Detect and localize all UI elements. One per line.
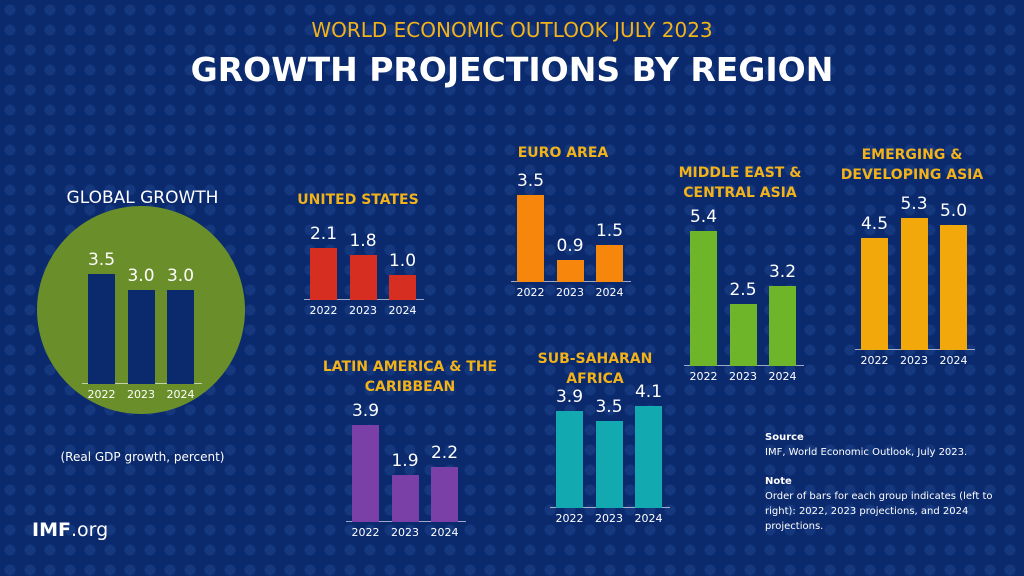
year-label: 2023 xyxy=(391,526,419,539)
year-label: 2022 xyxy=(555,512,584,525)
units-note: (Real GDP growth, percent) xyxy=(60,450,225,464)
value-label: 2.5 xyxy=(729,279,757,300)
value-label: 2.2 xyxy=(430,443,459,463)
source-text: IMF, World Economic Outlook, July 2023. xyxy=(765,447,968,458)
year-label: 2024 xyxy=(595,286,624,299)
bar-euro-2023 xyxy=(556,259,584,282)
year-label: 2023 xyxy=(595,512,623,525)
bar-ssa-2023 xyxy=(595,420,623,508)
source-label: Source xyxy=(765,432,804,443)
supertitle: WORLD ECONOMIC OUTLOOK JULY 2023 xyxy=(311,18,713,42)
bar-latam-2022 xyxy=(352,424,379,522)
imf-logo[interactable]: IMF.org xyxy=(32,519,109,541)
value-label: 4.1 xyxy=(634,381,663,402)
page-title: GROWTH PROJECTIONS BY REGION xyxy=(190,50,834,89)
bar-us-2024 xyxy=(389,275,416,300)
bar-global-2023 xyxy=(127,289,155,384)
value-label: 5.4 xyxy=(689,207,718,227)
us-chart: 2.1 2022 1.8 2023 1.0 2024 xyxy=(304,70,426,317)
bar-asia-2024 xyxy=(940,225,967,350)
year-label: 2023 xyxy=(556,286,584,299)
year-label: 2024 xyxy=(939,354,968,367)
bar-ssa-2024 xyxy=(635,405,662,508)
year-label: 2023 xyxy=(729,370,757,383)
value-label: 3.9 xyxy=(555,386,584,407)
ssa-title: SUB-SAHARAN AFRICA xyxy=(537,351,653,387)
bar-ssa-2022 xyxy=(556,410,583,508)
value-label: 1.9 xyxy=(391,450,419,471)
value-label: 3.5 xyxy=(516,170,545,191)
value-label: 5.3 xyxy=(900,193,928,214)
value-label: 3.5 xyxy=(595,396,623,417)
value-label: 3.5 xyxy=(87,250,116,271)
year-label: 2022 xyxy=(860,354,889,367)
asia-chart: 4.5 2022 5.3 2023 5.0 2024 xyxy=(855,120,977,367)
year-label: 2022 xyxy=(87,388,116,401)
year-label: 2023 xyxy=(127,388,155,401)
year-label: 2024 xyxy=(430,526,459,539)
year-label: 2022 xyxy=(689,370,718,383)
value-label: 0.9 xyxy=(556,235,584,256)
year-label: 2024 xyxy=(634,512,663,525)
bar-me-2022 xyxy=(690,231,717,366)
bar-us-2023 xyxy=(349,255,377,300)
global-title: GLOBAL GROWTH xyxy=(66,188,219,208)
value-label: 4.5 xyxy=(860,213,889,234)
value-label: 2.1 xyxy=(309,223,338,244)
note-text: Order of bars for each group indicates (… xyxy=(765,491,993,532)
year-label: 2022 xyxy=(351,526,380,539)
global-chart: 3.5 2022 3.0 2023 3.0 2024 xyxy=(82,154,204,401)
bar-asia-2023 xyxy=(900,217,928,350)
value-label: 3.2 xyxy=(768,262,797,282)
year-label: 2023 xyxy=(900,354,928,367)
year-label: 2023 xyxy=(349,304,377,317)
source-notes: Source IMF, World Economic Outlook, July… xyxy=(765,424,1005,534)
year-label: 2024 xyxy=(388,304,417,317)
bar-me-2023 xyxy=(729,303,757,366)
value-label: 1.8 xyxy=(349,231,377,251)
bar-us-2022 xyxy=(310,247,337,300)
bar-me-2024 xyxy=(769,286,796,366)
latam-title: LATIN AMERICA & THE CARIBBEAN xyxy=(322,359,498,395)
ssa-chart: 3.9 2022 3.5 2023 4.1 2024 xyxy=(550,278,672,525)
bar-global-2022 xyxy=(88,274,115,384)
note-label: Note xyxy=(765,476,792,487)
bar-asia-2022 xyxy=(861,237,888,350)
bar-euro-2024 xyxy=(596,244,623,282)
bar-latam-2023 xyxy=(391,474,419,522)
value-label: 3.0 xyxy=(127,265,155,286)
value-label: 1.0 xyxy=(388,251,417,271)
value-label: 3.0 xyxy=(166,265,195,286)
year-label: 2024 xyxy=(166,388,195,401)
me-title: MIDDLE EAST & CENTRAL ASIA xyxy=(678,165,802,201)
me-chart: 5.4 2022 2.5 2023 3.2 2024 xyxy=(684,136,806,383)
value-label: 1.5 xyxy=(595,220,624,241)
bar-euro-2022 xyxy=(517,194,544,282)
us-title: UNITED STATES xyxy=(297,192,419,208)
year-label: 2022 xyxy=(516,286,545,299)
latam-chart: 3.9 2022 1.9 2023 2.2 2024 xyxy=(346,292,468,539)
euro-chart: 3.5 2022 0.9 2023 1.5 2024 xyxy=(511,52,633,299)
year-label: 2022 xyxy=(309,304,338,317)
year-label: 2024 xyxy=(768,370,797,383)
value-label: 5.0 xyxy=(939,201,968,221)
value-label: 3.9 xyxy=(351,400,380,421)
euro-title: EURO AREA xyxy=(517,145,609,161)
bar-global-2024 xyxy=(167,289,194,384)
asia-title: EMERGING & DEVELOPING ASIA xyxy=(840,147,984,183)
bar-latam-2024 xyxy=(431,467,458,522)
